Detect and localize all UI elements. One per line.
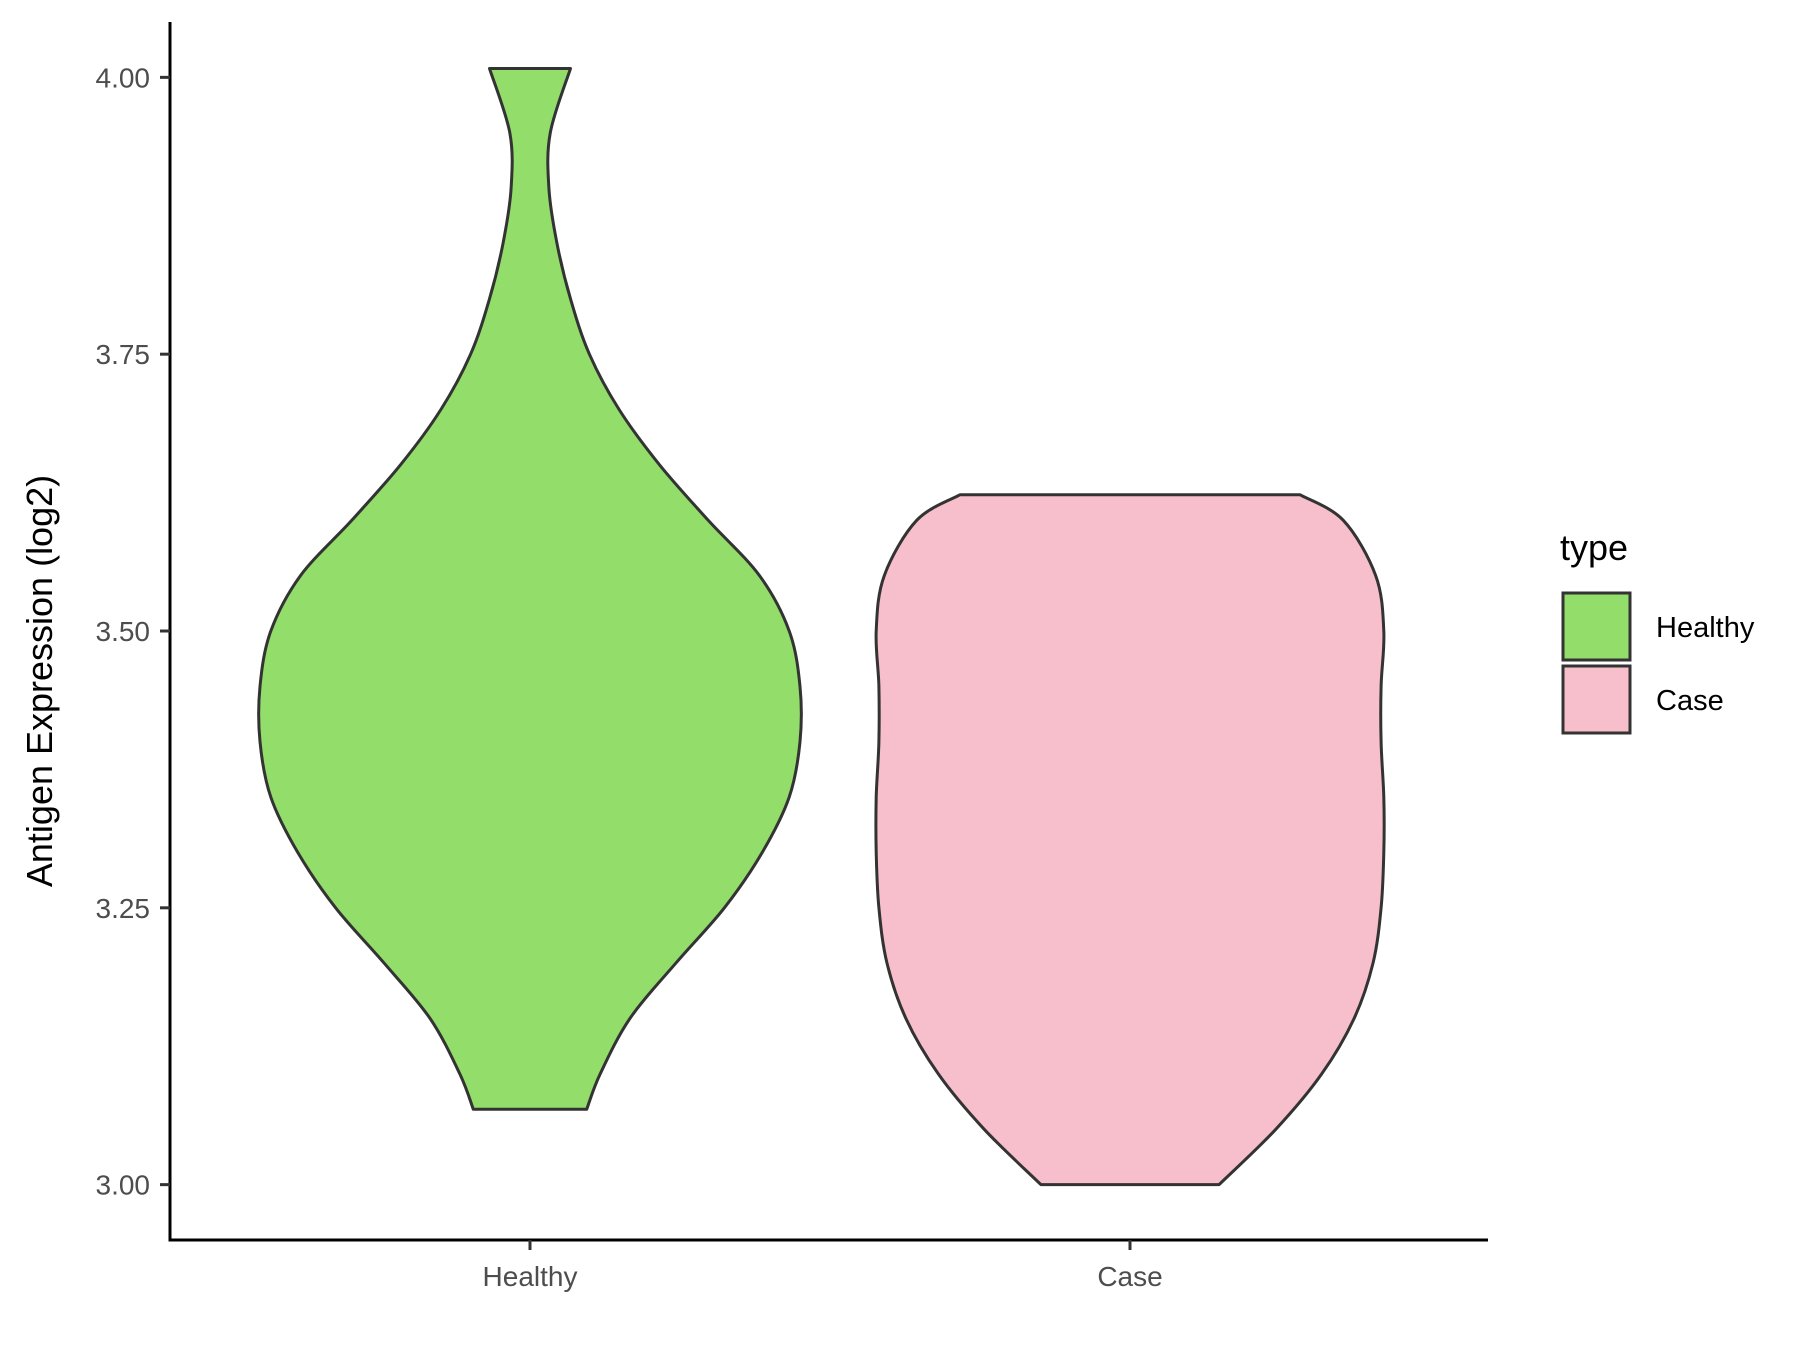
y-tick-label: 4.00 [96,62,151,93]
x-tick-label: Healthy [483,1261,578,1292]
violin-healthy [257,67,803,1111]
y-tick-label: 3.75 [96,339,151,370]
legend-title: type [1560,527,1628,568]
legend-key-healthy [1561,591,1632,662]
violin-case [874,493,1386,1187]
y-tick-label: 3.25 [96,893,151,924]
y-tick-label: 3.50 [96,616,151,647]
y-axis-ticks: 3.00 3.25 3.50 3.75 4.00 [96,62,170,1201]
legend: type Healthy Case [1560,527,1755,735]
legend-key-case [1561,664,1632,735]
x-axis-ticks: Healthy Case [483,1240,1163,1292]
legend-label: Case [1656,685,1724,717]
legend-label: Healthy [1656,612,1755,644]
y-axis-title: Antigen Expression (log2) [19,475,60,887]
violin-layer [257,67,1386,1187]
x-tick-label: Case [1097,1261,1162,1292]
y-tick-label: 3.00 [96,1170,151,1201]
